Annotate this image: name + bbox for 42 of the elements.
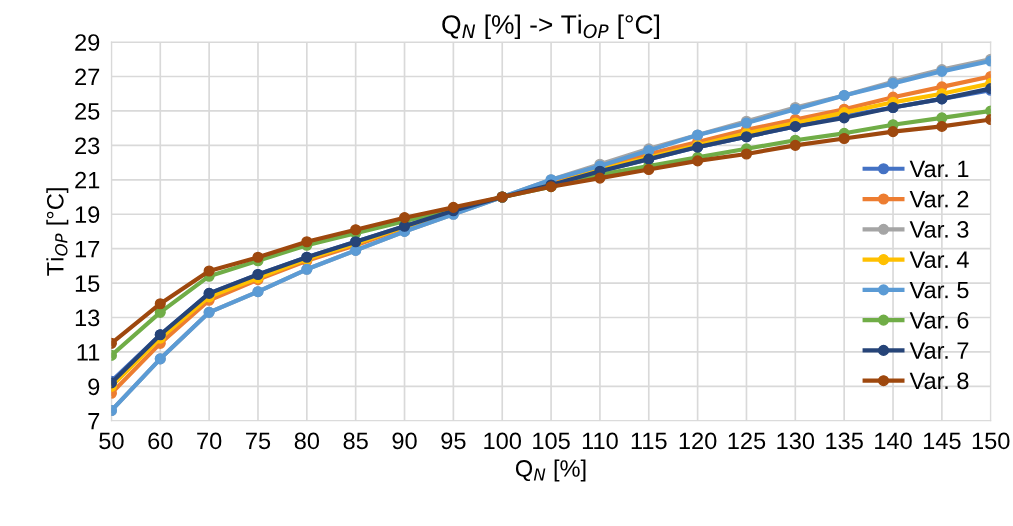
x-tick-label: 80 (294, 432, 320, 450)
y-tick-label: 13 (75, 309, 100, 327)
y-tick-label: 25 (75, 103, 100, 120)
x-axis-title: Q$_{N}$ [%] (515, 459, 586, 482)
x-tick-label: 100 (484, 432, 521, 450)
legend-label: Var. 6 (909, 311, 969, 329)
y-tick-label: 27 (75, 68, 100, 86)
legend-label: Var. 7 (909, 342, 969, 359)
y-tick-label: 11 (77, 344, 100, 361)
x-tick-label: 50 (99, 432, 124, 450)
y-tick-label: 17 (75, 240, 100, 258)
x-tick-label: 70 (197, 432, 222, 450)
x-tick-label: 105 (533, 432, 570, 450)
x-tick-label: 90 (392, 432, 417, 450)
x-tick-label: 130 (777, 432, 815, 450)
x-tick-label: 85 (343, 432, 368, 450)
y-axis-title: Ti$_{OP}$ [°C] (46, 188, 69, 276)
x-tick-label: 110 (582, 432, 618, 450)
x-tick-label: 140 (875, 432, 912, 450)
x-tick-label: 125 (728, 432, 766, 450)
x-tick-label: 75 (246, 432, 271, 450)
x-tick-label: 135 (826, 432, 863, 450)
x-tick-label: 95 (441, 432, 466, 450)
y-tick-label: 7 (88, 413, 100, 430)
y-tick-label: 9 (88, 378, 100, 396)
x-tick-label: 120 (679, 432, 717, 450)
legend-label: Var. 8 (909, 372, 969, 390)
y-tick-label: 21 (75, 171, 100, 189)
y-tick-label: 15 (75, 275, 100, 292)
legend-label: Var. 1 (909, 160, 969, 178)
x-tick-label: 60 (148, 432, 173, 450)
x-tick-label: 115 (631, 432, 667, 450)
legend-label: Var. 3 (909, 221, 969, 238)
legend-label: Var. 4 (909, 251, 969, 269)
x-tick-label: 150 (972, 432, 1010, 450)
legend-label: Var. 5 (909, 281, 969, 299)
chart-title: Q$_{N}$ [%] -> Ti$_{OP}$ [°C] (442, 14, 660, 40)
x-tick-label: 145 (923, 432, 961, 450)
legend-label: Var. 2 (909, 190, 969, 208)
y-tick-label: 19 (75, 206, 100, 224)
y-tick-label: 29 (75, 34, 100, 51)
y-tick-label: 23 (75, 137, 100, 155)
